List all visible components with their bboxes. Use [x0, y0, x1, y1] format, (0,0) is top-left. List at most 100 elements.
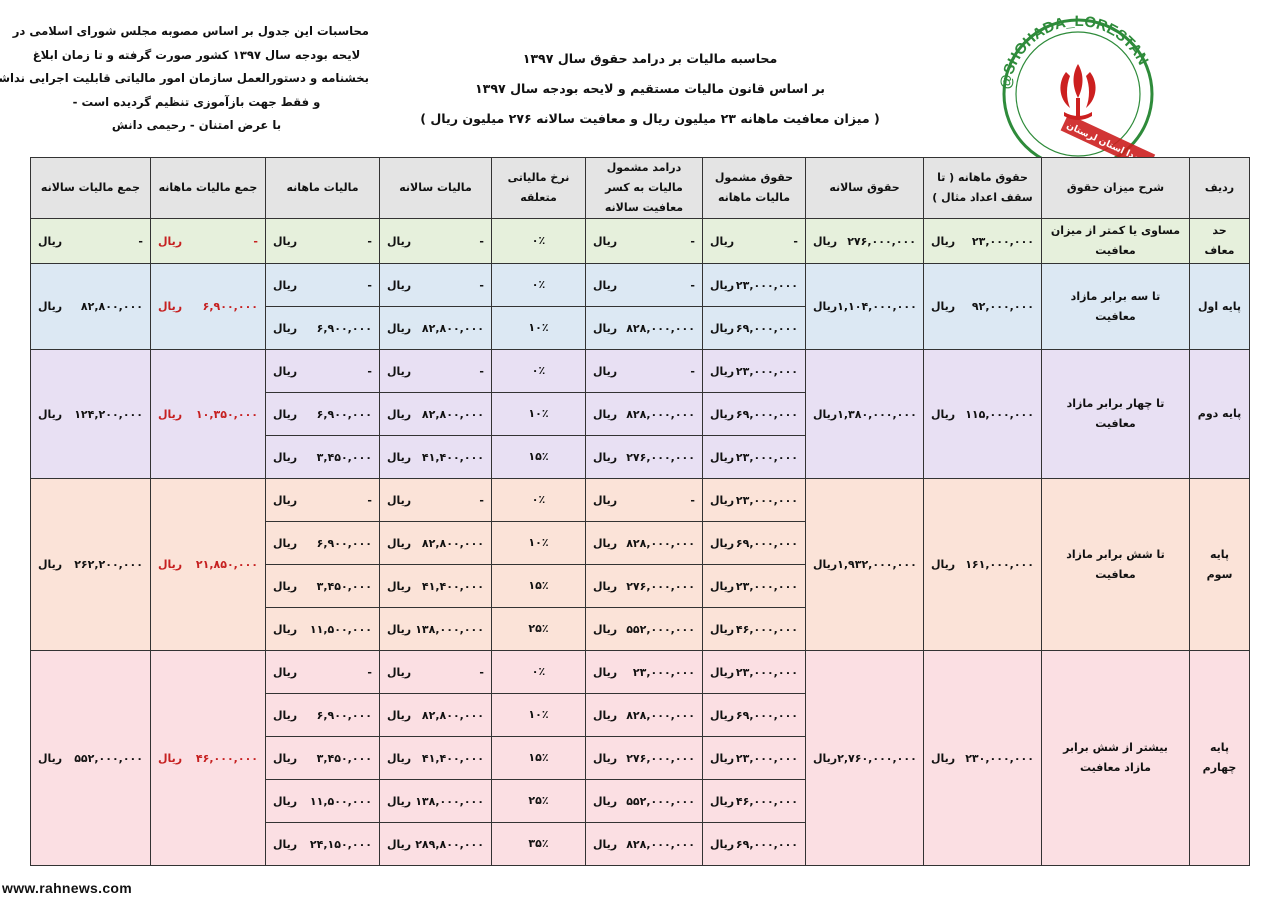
annual-tax: ریال ۸۲,۸۰۰,۰۰۰	[379, 521, 492, 565]
monthly-tax-content: ریال ۶,۹۰۰,۰۰۰	[273, 408, 372, 421]
taxable-monthly-value: ۶۹,۰۰۰,۰۰۰	[735, 407, 798, 421]
currency-unit: ریال	[931, 300, 956, 313]
currency-unit: ریال	[593, 579, 618, 593]
total-annual-tax-content: ریال ۱۲۴,۲۰۰,۰۰۰	[38, 408, 143, 421]
annual-tax-value: ۸۲,۸۰۰,۰۰۰	[421, 407, 484, 421]
taxable-annual-content: ریال ۵۵۲,۰۰۰,۰۰۰	[593, 623, 695, 636]
monthly-tax-value: ۳,۴۵۰,۰۰۰	[316, 751, 372, 765]
annual-tax: ریال ۸۲,۸۰۰,۰۰۰	[379, 392, 492, 436]
taxable-annual-value: -	[690, 493, 695, 507]
annual-tax-content: ریال ۸۲,۸۰۰,۰۰۰	[387, 709, 484, 722]
currency-unit: ریال	[273, 665, 298, 679]
currency-unit: ریال	[710, 536, 735, 550]
annual-tax: ریال -	[379, 349, 492, 393]
taxable-monthly-content: ریال -	[710, 235, 798, 248]
annual-salary: ریال ۱,۳۸۰,۰۰۰,۰۰۰	[805, 349, 924, 479]
monthly-tax: ریال ۶,۹۰۰,۰۰۰	[265, 306, 380, 350]
currency-unit: ریال	[273, 493, 298, 507]
bracket-description: بیشتر از شش برابر مازاد معافیت	[1041, 650, 1190, 866]
currency-unit: ریال	[593, 622, 618, 636]
total-annual-tax-value: ۲۶۲,۲۰۰,۰۰۰	[74, 558, 143, 571]
tax-rate: ۳۵٪	[491, 822, 586, 866]
taxable-monthly-content: ریال ۲۳,۰۰۰,۰۰۰	[710, 365, 798, 378]
currency-unit: ریال	[158, 751, 183, 765]
monthly-salary: ریال ۹۲,۰۰۰,۰۰۰	[923, 263, 1042, 350]
taxable-monthly: ریال ۲۳,۰۰۰,۰۰۰	[702, 263, 806, 307]
currency-unit: ریال	[387, 407, 412, 421]
annual-tax-content: ریال ۲۸۹,۸۰۰,۰۰۰	[387, 838, 484, 851]
currency-unit: ریال	[813, 300, 838, 313]
taxable-monthly-content: ریال ۶۹,۰۰۰,۰۰۰	[710, 322, 798, 335]
taxable-annual: ریال ۲۷۶,۰۰۰,۰۰۰	[585, 564, 703, 608]
currency-unit: ریال	[387, 278, 412, 292]
monthly-tax: ریال ۶,۹۰۰,۰۰۰	[265, 392, 380, 436]
taxable-annual-value: ۲۷۶,۰۰۰,۰۰۰	[626, 450, 695, 464]
currency-unit: ریال	[710, 321, 735, 335]
annual-tax: ریال ۱۳۸,۰۰۰,۰۰۰	[379, 607, 492, 651]
taxable-annual-content: ریال ۸۲۸,۰۰۰,۰۰۰	[593, 838, 695, 851]
annual-tax-value: ۴۱,۴۰۰,۰۰۰	[421, 751, 484, 765]
currency-unit: ریال	[387, 751, 412, 765]
monthly-tax: ریال ۲۴,۱۵۰,۰۰۰	[265, 822, 380, 866]
table-row: حد معاف مساوی یا کمتر از میزان معافیت ریال…	[30, 218, 1250, 264]
total-annual-tax-value: ۵۵۲,۰۰۰,۰۰۰	[74, 751, 143, 765]
currency-unit: ریال	[593, 234, 618, 248]
monthly-tax-content: ریال ۳,۴۵۰,۰۰۰	[273, 451, 372, 464]
taxable-monthly-content: ریال ۲۳,۰۰۰,۰۰۰	[710, 580, 798, 593]
taxable-monthly: ریال ۶۹,۰۰۰,۰۰۰	[702, 521, 806, 565]
currency-unit: ریال	[387, 321, 412, 335]
table-row: پایه چهارم بیشتر از شش برابر مازاد معافیت…	[30, 650, 1250, 866]
annual-tax-value: ۴۱,۴۰۰,۰۰۰	[421, 450, 484, 464]
taxable-monthly-value: ۶۹,۰۰۰,۰۰۰	[735, 321, 798, 335]
annual-tax-content: ریال ۴۱,۴۰۰,۰۰۰	[387, 580, 484, 593]
taxable-annual-value: -	[690, 278, 695, 292]
header-total-annual-tax: جمع مالیات سالانه	[30, 157, 151, 219]
currency-unit: ریال	[273, 234, 298, 248]
monthly-tax-content: ریال ۳,۴۵۰,۰۰۰	[273, 752, 372, 765]
total-annual-tax-content: ریال ۸۲,۸۰۰,۰۰۰	[38, 300, 143, 313]
currency-unit: ریال	[273, 579, 298, 593]
monthly-tax-content: ریال ۱۱,۵۰۰,۰۰۰	[273, 795, 372, 808]
tax-rate: ۲۵٪	[491, 779, 586, 823]
taxable-monthly-content: ریال ۶۹,۰۰۰,۰۰۰	[710, 537, 798, 550]
monthly-tax-value: ۶,۹۰۰,۰۰۰	[316, 407, 372, 421]
currency-unit: ریال	[273, 450, 298, 464]
currency-unit: ریال	[931, 751, 956, 765]
taxable-annual-content: ریال ۸۲۸,۰۰۰,۰۰۰	[593, 322, 695, 335]
total-monthly-tax: ریال ۴۶,۰۰۰,۰۰۰	[150, 650, 266, 866]
taxable-monthly-value: ۶۹,۰۰۰,۰۰۰	[735, 708, 798, 722]
currency-unit: ریال	[593, 708, 618, 722]
monthly-tax: ریال ۶,۹۰۰,۰۰۰	[265, 693, 380, 737]
currency-unit: ریال	[710, 622, 735, 636]
taxable-monthly-value: ۲۳,۰۰۰,۰۰۰	[735, 364, 798, 378]
taxable-monthly-value: ۴۶,۰۰۰,۰۰۰	[735, 622, 798, 636]
currency-unit: ریال	[38, 751, 63, 765]
bracket-description: مساوی یا کمتر از میزان معافیت	[1041, 218, 1190, 264]
monthly-salary-value: ۱۶۱,۰۰۰,۰۰۰	[965, 558, 1034, 571]
currency-unit: ریال	[387, 837, 412, 851]
channel-logo: @SHOHADA_LORESTAN شهدا استان لرستان	[997, 13, 1156, 171]
currency-unit: ریال	[710, 407, 735, 421]
taxable-annual-value: ۸۲۸,۰۰۰,۰۰۰	[626, 321, 695, 335]
taxable-monthly-value: ۲۳,۰۰۰,۰۰۰	[735, 450, 798, 464]
taxable-annual-value: ۸۲۸,۰۰۰,۰۰۰	[626, 708, 695, 722]
bracket-label: حد معاف	[1189, 218, 1250, 264]
header-description: شرح میزان حقوق	[1041, 157, 1190, 219]
annual-tax: ریال ۱۳۸,۰۰۰,۰۰۰	[379, 779, 492, 823]
page-title: محاسبه مالیات بر درامد حقوق سال ۱۳۹۷	[522, 51, 778, 66]
taxable-annual: ریال ۲۷۶,۰۰۰,۰۰۰	[585, 736, 703, 780]
bracket-description: تا چهار برابر مازاد معافیت	[1041, 349, 1190, 479]
currency-unit: ریال	[387, 536, 412, 550]
monthly-tax-content: ریال ۱۱,۵۰۰,۰۰۰	[273, 623, 372, 636]
taxable-monthly-value: ۲۳,۰۰۰,۰۰۰	[735, 751, 798, 765]
currency-unit: ریال	[710, 708, 735, 722]
taxable-annual: ریال ۸۲۸,۰۰۰,۰۰۰	[585, 693, 703, 737]
bracket-description: تا سه برابر مازاد معافیت	[1041, 263, 1190, 350]
currency-unit: ریال	[387, 579, 412, 593]
monthly-tax-content: ریال -	[273, 279, 372, 292]
annual-tax-content: ریال ۴۱,۴۰۰,۰۰۰	[387, 752, 484, 765]
total-annual-tax: ریال ۸۲,۸۰۰,۰۰۰	[30, 263, 151, 350]
annual-tax-value: ۸۲,۸۰۰,۰۰۰	[421, 321, 484, 335]
total-annual-tax: ریال ۲۶۲,۲۰۰,۰۰۰	[30, 478, 151, 651]
total-annual-tax: ریال ۵۵۲,۰۰۰,۰۰۰	[30, 650, 151, 866]
